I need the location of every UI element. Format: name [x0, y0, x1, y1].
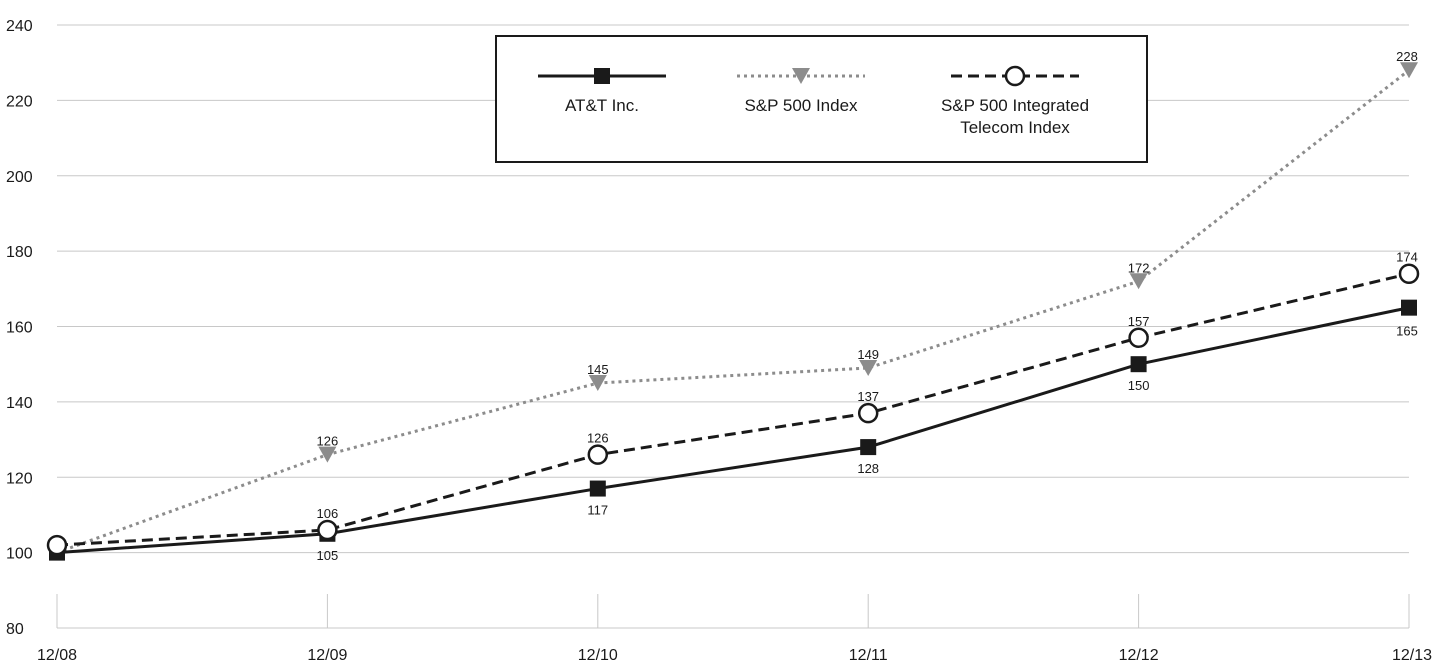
x-tick-label: 12/10	[578, 647, 618, 664]
y-tick-label: 100	[6, 546, 33, 563]
marker-triangle	[1129, 273, 1148, 290]
data-label: 165	[1396, 324, 1418, 339]
series-line	[56, 69, 1410, 555]
x-tick-label: 12/08	[37, 647, 77, 664]
marker-square	[860, 439, 877, 456]
data-label: 150	[1128, 378, 1150, 393]
data-label: 228	[1396, 49, 1418, 64]
marker-square	[594, 68, 610, 84]
y-tick-label: 180	[6, 244, 33, 261]
legend-item: S&P 500 Integrated Telecom Index	[941, 65, 1089, 137]
series-square: 105 117 128 150 165	[49, 299, 1418, 563]
marker-circle	[1128, 327, 1149, 349]
data-label: 137	[857, 389, 879, 404]
marker-circle	[1004, 65, 1026, 87]
legend-item: AT&T Inc.	[538, 68, 666, 115]
y-tick-label: 160	[6, 320, 33, 337]
marker-square	[1401, 299, 1417, 316]
marker-circle	[1398, 263, 1420, 284]
data-label: 105	[317, 548, 339, 563]
y-tick-label: 120	[6, 470, 33, 487]
legend-label: Telecom Index	[960, 118, 1070, 137]
marker-square	[1130, 356, 1147, 373]
marker-triangle	[792, 68, 810, 84]
series-circle-open: 106 126 137 157 174	[46, 250, 1420, 556]
marker-square	[589, 480, 606, 497]
y-tick-label: 80	[6, 621, 24, 638]
marker-circle	[857, 402, 879, 424]
x-tick-label: 12/13	[1392, 647, 1432, 664]
legend-label: S&P 500 Integrated	[941, 96, 1089, 115]
marker-triangle	[1400, 62, 1418, 79]
y-tick-label: 220	[6, 93, 33, 110]
data-label: 126	[317, 434, 339, 449]
x-axis: 12/08 12/09 12/10 12/11 12/12 12/13	[37, 594, 1432, 664]
series-line	[56, 306, 1410, 555]
data-label: 126	[587, 431, 609, 446]
marker-triangle	[859, 359, 878, 376]
marker-circle	[317, 519, 338, 541]
x-tick-label: 12/11	[849, 647, 888, 664]
series-line	[56, 272, 1410, 547]
legend: AT&T Inc. S&P 500 Index S&P 500 Integrated…	[495, 35, 1148, 163]
x-tick-label: 12/09	[307, 647, 347, 664]
marker-triangle	[588, 375, 607, 392]
legend-item: S&P 500 Index	[737, 68, 865, 115]
data-label: 157	[1128, 314, 1150, 329]
data-label: 172	[1128, 260, 1150, 275]
x-tick-label: 12/12	[1119, 647, 1159, 664]
y-tick-label: 200	[6, 169, 33, 186]
series-triangle-down: 126 145 149 172 228	[48, 49, 1418, 561]
y-tick-label: 140	[6, 395, 33, 412]
marker-triangle	[318, 446, 337, 463]
marker-circle	[46, 534, 68, 556]
data-label: 145	[587, 362, 609, 377]
data-label: 117	[587, 503, 608, 518]
legend-label: S&P 500 Index	[744, 96, 858, 115]
legend-label: AT&T Inc.	[565, 96, 639, 115]
marker-circle	[587, 444, 609, 465]
legend-box	[495, 35, 1148, 163]
y-tick-label: 240	[6, 18, 33, 35]
data-label: 174	[1396, 250, 1418, 265]
data-label: 106	[317, 506, 339, 521]
data-label: 128	[857, 461, 879, 476]
data-label: 149	[857, 347, 879, 362]
